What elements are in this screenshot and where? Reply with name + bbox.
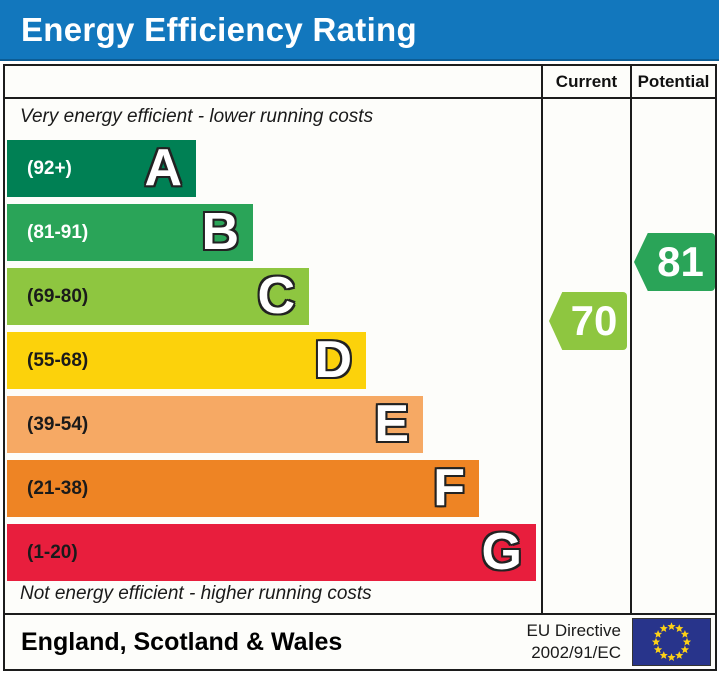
eu-directive-line1: EU Directive [526,621,621,640]
potential-rating-value: 81 [657,238,704,285]
eu-directive-line2: 2002/91/EC [531,643,621,662]
band-letter: A [144,139,182,197]
eu-flag-star [667,653,676,661]
caption-very-efficient: Very energy efficient - lower running co… [20,106,374,127]
rating-band-b: (81-91) B [7,204,253,261]
band-letter: D [314,331,352,389]
eu-flag-star [680,629,690,638]
eu-directive-label: EU Directive 2002/91/EC [527,620,621,664]
eu-flag-icon [632,618,711,666]
eu-flag-star [651,637,661,646]
band-range-label: (92+) [27,158,72,179]
column-divider-potential [630,66,632,613]
current-column-header: Current [555,72,618,91]
caption-not-efficient: Not energy efficient - higher running co… [20,583,372,604]
band-range-label: (39-54) [27,414,89,435]
column-divider-current [541,66,543,613]
header-divider [5,97,715,99]
rating-band-e: (39-54) E [7,396,423,453]
eu-flag-star [659,651,668,659]
page-title: Energy Efficiency Rating [21,10,417,48]
eu-flag-star [680,645,690,654]
current-rating-arrow: 70 [549,292,627,350]
eu-flag-star [675,651,684,659]
band-letter: C [257,267,295,325]
band-range-label: (21-38) [27,478,89,499]
band-letter: E [374,395,409,453]
eu-flag-star [653,629,663,638]
title-bar: Energy Efficiency Rating [0,0,719,61]
band-letter: F [433,459,465,517]
potential-column-header: Potential [637,72,710,91]
band-letter: G [481,523,522,581]
band-range-label: (81-91) [27,222,89,243]
band-range-label: (1-20) [27,542,78,563]
rating-band-a: (92+) A [7,140,196,197]
region-label: England, Scotland & Wales [21,628,343,656]
eu-flag-star [682,637,692,646]
eu-flag-star [659,624,668,633]
current-rating-value: 70 [570,297,618,344]
rating-band-d: (55-68) D [7,332,366,389]
eu-flag-star [667,622,676,630]
rating-band-f: (21-38) F [7,460,479,517]
rating-table: Current Potential Very energy efficient … [3,64,717,671]
band-letter: B [201,203,239,261]
band-range-label: (69-80) [27,286,89,307]
eu-flag-star [653,645,663,654]
eu-flag-star [675,624,684,633]
rating-band-g: (1-20) G [7,524,536,581]
potential-rating-arrow: 81 [634,233,715,291]
footer: England, Scotland & Wales EU Directive 2… [5,615,715,669]
chart-area: Current Potential Very energy efficient … [5,66,715,615]
band-range-label: (55-68) [27,350,89,371]
rating-band-c: (69-80) C [7,268,309,325]
